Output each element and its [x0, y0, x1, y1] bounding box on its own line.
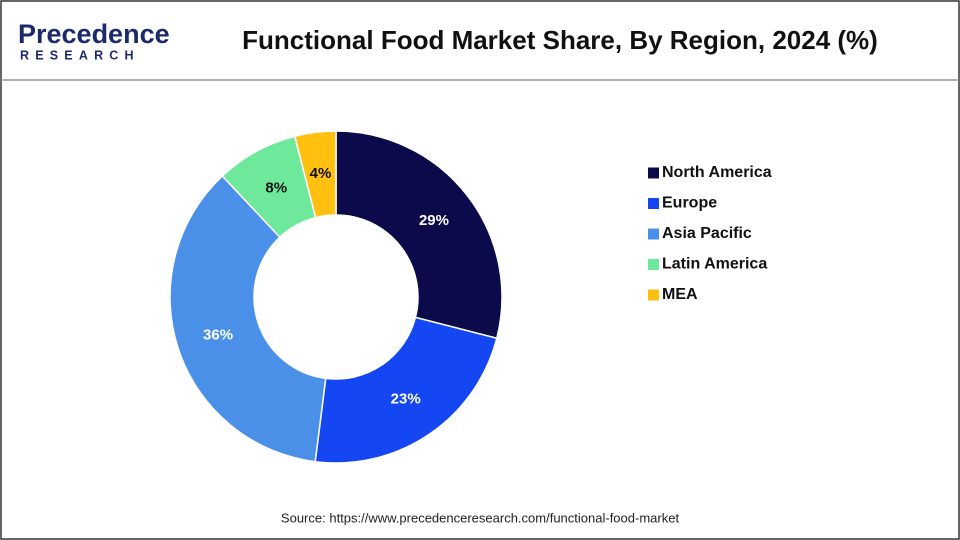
legend-label: Latin America — [662, 256, 767, 273]
legend-swatch — [648, 198, 659, 209]
slice — [293, 130, 337, 219]
slice — [314, 316, 498, 464]
data-label: 36% — [203, 326, 233, 343]
legend-label: Europe — [662, 195, 717, 212]
data-label: 29% — [419, 212, 449, 229]
legend-label: MEA — [662, 286, 698, 303]
source: Source: https://www.precedenceresearch.c… — [281, 510, 680, 525]
legend-swatch — [648, 289, 659, 301]
legend-swatch — [648, 167, 659, 179]
legend-swatch — [648, 259, 659, 270]
slice — [169, 174, 327, 463]
data-label: 8% — [265, 179, 287, 196]
slice — [335, 130, 503, 340]
legend-label: North America — [662, 164, 772, 181]
legend-swatch — [648, 228, 659, 240]
data-label: 4% — [310, 165, 332, 182]
chart-title: Functional Food Market Share, By Region,… — [242, 25, 878, 55]
logo-name: Precedence — [18, 19, 170, 49]
data-label: 23% — [391, 391, 421, 408]
logo-tagline: RESEARCH — [20, 48, 140, 62]
legend-label: Asia Pacific — [662, 225, 752, 242]
